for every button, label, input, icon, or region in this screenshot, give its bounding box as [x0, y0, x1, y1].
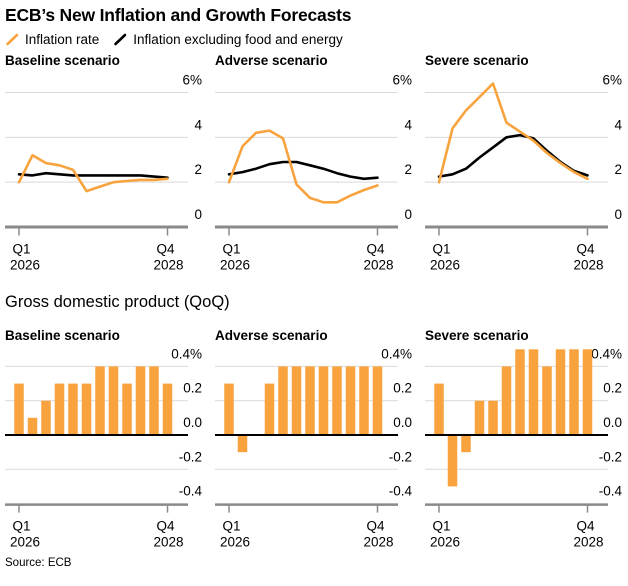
svg-text:Q4: Q4	[576, 519, 595, 534]
chart-gdp-baseline: Baseline scenario 0.4% 0.2 0.0 -0.2 -0.4 Q1 20…	[0, 329, 210, 551]
svg-text:-0.4: -0.4	[389, 484, 413, 499]
svg-text:4: 4	[614, 117, 622, 132]
svg-text:2028: 2028	[573, 535, 603, 550]
svg-text:0.4%: 0.4%	[171, 346, 202, 361]
chart-title-gdp-adverse: Adverse scenario	[215, 328, 328, 343]
svg-text:4: 4	[194, 117, 202, 132]
source-note: Source: ECB	[5, 557, 72, 569]
chart-inflation-severe: Severe scenario 0 2 4 6% Q1 2026 Q4 2028	[420, 54, 628, 276]
svg-text:2026: 2026	[430, 258, 460, 273]
svg-text:Q1: Q1	[222, 242, 240, 257]
gdp-section-title: Gross domestic product (QoQ)	[5, 293, 230, 311]
svg-text:0.0: 0.0	[183, 415, 202, 430]
legend-label-core-inflation: Inflation excluding food and energy	[133, 31, 343, 47]
chart-gdp-severe: Severe scenario 0.4% 0.2 0.0 -0.2 -0.4 Q1 2026…	[420, 329, 628, 551]
svg-text:2026: 2026	[220, 535, 250, 550]
svg-text:0: 0	[614, 207, 622, 222]
svg-text:Q4: Q4	[576, 242, 595, 257]
svg-text:-0.4: -0.4	[599, 484, 623, 499]
black-line-swatch-icon	[114, 33, 127, 45]
svg-text:-0.2: -0.2	[599, 449, 622, 464]
svg-text:-0.2: -0.2	[179, 449, 202, 464]
svg-text:Q1: Q1	[432, 519, 450, 534]
svg-text:Q4: Q4	[366, 519, 385, 534]
svg-text:0: 0	[194, 207, 202, 222]
svg-text:2: 2	[194, 162, 202, 177]
svg-text:2026: 2026	[220, 258, 250, 273]
svg-text:Q4: Q4	[156, 242, 175, 257]
svg-text:2028: 2028	[363, 258, 393, 273]
svg-text:6%: 6%	[602, 72, 622, 87]
svg-text:2: 2	[614, 162, 622, 177]
svg-text:0.0: 0.0	[393, 415, 412, 430]
svg-text:2028: 2028	[153, 535, 183, 550]
svg-text:2028: 2028	[573, 258, 603, 273]
svg-text:0: 0	[404, 207, 412, 222]
chart-title-gdp-severe: Severe scenario	[425, 328, 529, 343]
svg-text:2028: 2028	[153, 258, 183, 273]
chart-title-inflation-baseline: Baseline scenario	[5, 53, 120, 68]
svg-text:Q1: Q1	[12, 519, 30, 534]
svg-text:6%: 6%	[182, 72, 202, 87]
svg-text:4: 4	[404, 117, 412, 132]
chart-title-gdp-baseline: Baseline scenario	[5, 328, 120, 343]
svg-text:2026: 2026	[430, 535, 460, 550]
svg-text:2: 2	[404, 162, 412, 177]
svg-text:0.4%: 0.4%	[381, 346, 412, 361]
page-title: ECB’s New Inflation and Growth Forecasts	[5, 5, 352, 25]
svg-text:0.2: 0.2	[183, 381, 202, 396]
svg-text:-0.2: -0.2	[389, 449, 412, 464]
svg-text:Q4: Q4	[366, 242, 385, 257]
chart-title-inflation-adverse: Adverse scenario	[215, 53, 328, 68]
svg-text:2026: 2026	[10, 258, 40, 273]
svg-text:2026: 2026	[10, 535, 40, 550]
chart-gdp-adverse: Adverse scenario 0.4% 0.2 0.0 -0.2 -0.4 Q1 202…	[210, 329, 420, 551]
svg-text:0.4%: 0.4%	[591, 346, 622, 361]
svg-text:Q1: Q1	[12, 242, 30, 257]
svg-text:Q1: Q1	[432, 242, 450, 257]
svg-text:0.0: 0.0	[603, 415, 622, 430]
svg-text:Q4: Q4	[156, 519, 175, 534]
legend: Inflation rate Inflation excluding food …	[5, 30, 343, 48]
svg-text:-0.4: -0.4	[179, 484, 203, 499]
svg-text:Q1: Q1	[222, 519, 240, 534]
svg-text:6%: 6%	[392, 72, 412, 87]
legend-item-inflation-rate: Inflation rate	[5, 32, 99, 47]
svg-text:0.2: 0.2	[603, 381, 622, 396]
legend-label-inflation-rate: Inflation rate	[25, 31, 100, 47]
legend-item-core-inflation: Inflation excluding food and energy	[113, 31, 343, 47]
chart-inflation-baseline: Baseline scenario 0 2 4 6% Q1 2026 Q4 2028	[0, 54, 210, 276]
chart-title-inflation-severe: Severe scenario	[425, 53, 529, 68]
svg-text:0.2: 0.2	[393, 381, 412, 396]
orange-line-swatch-icon	[6, 33, 19, 45]
svg-text:2028: 2028	[363, 535, 393, 550]
chart-inflation-adverse: Adverse scenario 0 2 4 6% Q1 2026 Q4 2028	[210, 54, 420, 276]
